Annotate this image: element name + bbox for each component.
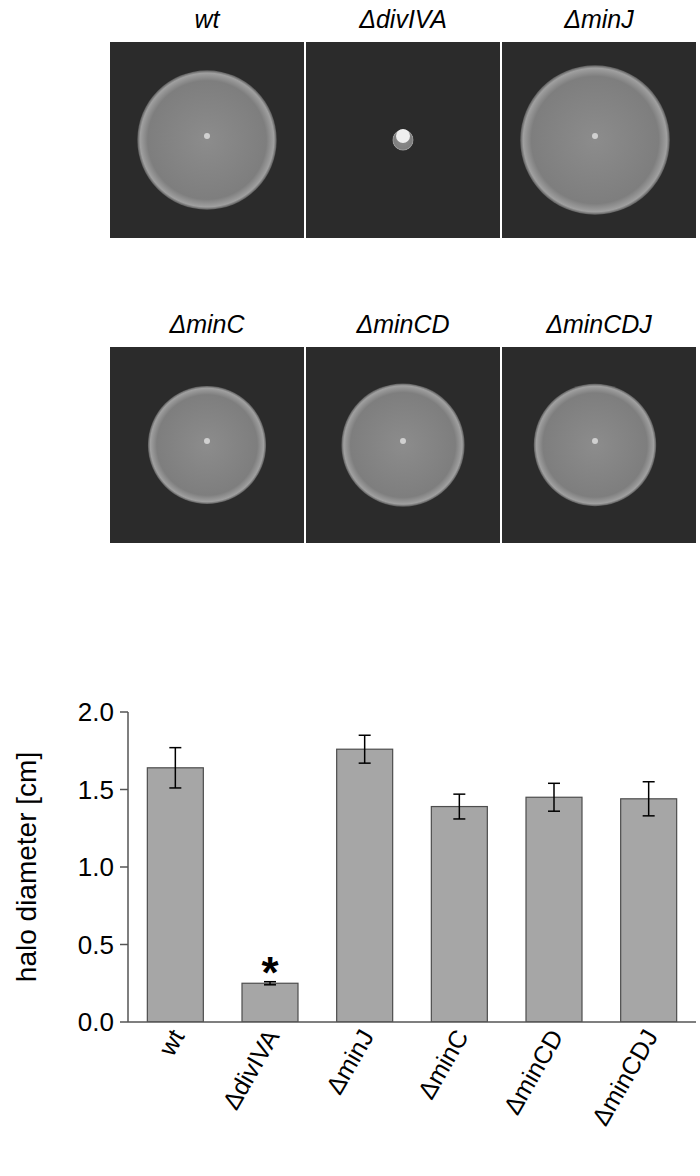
y-tick: [120, 711, 128, 713]
halo: [137, 70, 276, 209]
panel-label: ΔdivIVA: [358, 5, 447, 33]
x-tick-label: ΔminC: [412, 1025, 474, 1104]
error-cap: [359, 735, 371, 737]
panel-label: wt: [195, 5, 221, 33]
panel-label: ΔminJ: [563, 5, 634, 33]
colony: [204, 133, 210, 139]
bars: [147, 735, 676, 1022]
panel-label: ΔminCDJ: [545, 310, 652, 338]
error-cap: [548, 783, 560, 785]
y-tick: [120, 1021, 128, 1023]
error-cap: [359, 762, 371, 764]
error-cap: [169, 787, 181, 789]
error-stem: [175, 748, 177, 788]
photo-background: [110, 347, 304, 543]
x-tick-label: wt: [152, 1024, 189, 1061]
photo-background: [306, 42, 500, 238]
y-tick: [120, 944, 128, 946]
error-stem: [364, 735, 366, 763]
bar: [431, 807, 487, 1022]
error-bar: [453, 794, 465, 819]
colony: [592, 133, 598, 139]
colony: [592, 438, 598, 444]
panel-label: ΔminC: [168, 310, 245, 338]
annotation: *: [261, 948, 279, 997]
y-tick-label: 0.5: [78, 930, 114, 960]
error-cap: [453, 818, 465, 820]
photo-content: [148, 386, 266, 504]
error-cap: [453, 793, 465, 795]
photo-background: [502, 42, 696, 238]
plate-photo: [502, 42, 696, 238]
error-bar: [548, 783, 560, 811]
error-cap: [548, 810, 560, 812]
photo-background: [306, 347, 500, 543]
plate-photo: [306, 42, 500, 238]
x-tick-label: ΔdivIVA: [217, 1024, 285, 1114]
photo-content: [137, 70, 276, 209]
y-tick-label: 0.0: [78, 1007, 114, 1037]
halo: [534, 384, 656, 506]
x-axis: [128, 1021, 696, 1023]
plate-photo: [110, 347, 304, 543]
x-tick-label: ΔminJ: [320, 1025, 379, 1099]
x-tick-label: ΔminCD: [498, 1025, 569, 1120]
photo-content: [534, 384, 656, 506]
error-stem: [648, 782, 650, 816]
bar: [526, 797, 582, 1022]
y-tick: [120, 866, 128, 868]
error-cap: [643, 815, 655, 817]
plate-photo: [502, 347, 696, 543]
photo-background: [110, 42, 304, 238]
error-cap: [643, 781, 655, 783]
error-bar: [643, 782, 655, 816]
x-tick-label: ΔminCDJ: [586, 1025, 663, 1130]
error-bar: [359, 735, 371, 763]
error-stem: [459, 794, 461, 819]
figure: wtΔdivIVAΔminJΔminCΔminCDΔminCDJ0.00.51.…: [0, 0, 700, 1176]
photo-content: [341, 383, 464, 506]
panel-label: ΔminCD: [355, 310, 449, 338]
photo-content: [520, 65, 670, 215]
photo-content: [392, 129, 413, 151]
plate-photo: [306, 347, 500, 543]
halo: [341, 383, 464, 506]
colony: [400, 438, 406, 444]
bar: [621, 799, 677, 1022]
y-tick-label: 2.0: [78, 697, 114, 727]
error-stem: [553, 783, 555, 811]
halo: [520, 65, 670, 215]
y-axis: [127, 712, 129, 1022]
plate-photo: [110, 42, 304, 238]
halo: [392, 129, 413, 150]
y-tick: [120, 789, 128, 791]
y-axis-label: halo diameter [cm]: [11, 752, 42, 982]
y-tick-label: 1.5: [78, 775, 114, 805]
colony: [204, 438, 210, 444]
halo: [148, 386, 266, 504]
error-cap: [169, 747, 181, 749]
photo-background: [502, 347, 696, 543]
error-bar: [169, 748, 181, 788]
y-tick-label: 1.0: [78, 852, 114, 882]
bar: [147, 768, 203, 1022]
colony: [396, 129, 410, 143]
bar: [337, 749, 393, 1022]
